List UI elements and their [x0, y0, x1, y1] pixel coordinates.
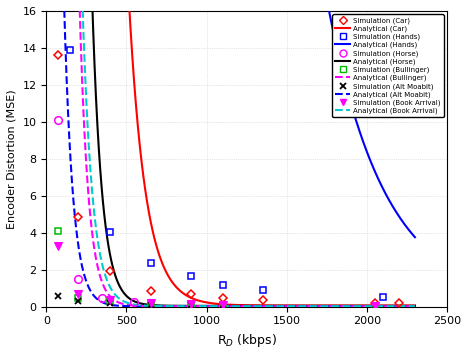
Y-axis label: Encoder Distortion (MSE): Encoder Distortion (MSE)	[7, 89, 17, 229]
Legend: Simulation (Car), Analytical (Car), Simulation (Hands), Analytical (Hands), Simu: Simulation (Car), Analytical (Car), Simu…	[332, 14, 444, 117]
X-axis label: R$_D$ (kbps): R$_D$ (kbps)	[217, 332, 277, 349]
